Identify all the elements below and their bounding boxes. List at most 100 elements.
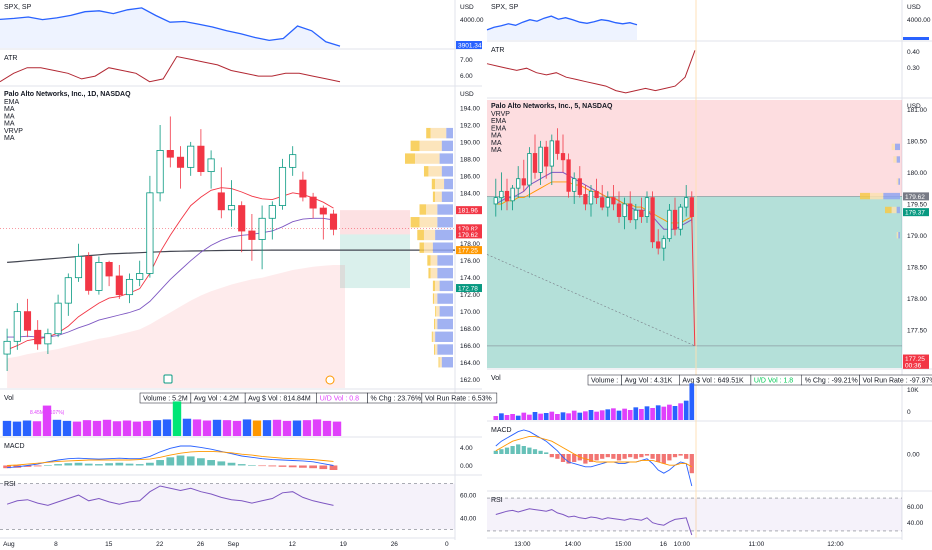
candle-body <box>115 275 123 296</box>
volume-bar <box>332 421 342 436</box>
candle[interactable] <box>64 273 72 316</box>
candle[interactable] <box>268 201 276 240</box>
candle[interactable] <box>309 192 317 219</box>
candle[interactable] <box>299 171 307 202</box>
candle[interactable] <box>549 134 554 186</box>
candle[interactable] <box>600 185 605 211</box>
candle[interactable] <box>493 178 498 217</box>
indicator-legend-item[interactable]: VRVP <box>4 128 23 135</box>
vrvp-segment <box>435 178 445 190</box>
indicator-legend-item[interactable]: EMA <box>491 118 507 125</box>
candle[interactable] <box>146 175 154 278</box>
candle[interactable] <box>278 158 287 210</box>
candle[interactable] <box>197 129 205 176</box>
candle[interactable] <box>616 191 622 223</box>
candle[interactable] <box>560 134 566 173</box>
candle[interactable] <box>650 191 655 249</box>
candle[interactable] <box>594 178 599 204</box>
candle[interactable] <box>566 153 571 198</box>
candle[interactable] <box>516 166 521 198</box>
candle[interactable] <box>644 191 650 223</box>
macd-histogram-bar <box>588 454 594 462</box>
spx-line <box>0 7 341 47</box>
candle[interactable] <box>319 205 327 240</box>
candle[interactable] <box>510 185 515 211</box>
candle[interactable] <box>622 197 627 230</box>
candle[interactable] <box>504 178 510 211</box>
candle[interactable] <box>672 197 678 236</box>
candle[interactable] <box>34 320 42 350</box>
candle[interactable] <box>639 197 644 223</box>
spx-area <box>487 16 637 40</box>
candle[interactable] <box>633 203 638 230</box>
candle[interactable] <box>611 185 616 211</box>
candle[interactable] <box>661 235 666 261</box>
candle[interactable] <box>136 260 144 287</box>
candle[interactable] <box>656 229 661 255</box>
candle[interactable] <box>105 260 113 287</box>
candle[interactable] <box>115 264 123 299</box>
indicator-legend-item[interactable]: MA <box>491 147 502 154</box>
candle[interactable] <box>329 209 338 236</box>
candle[interactable] <box>125 273 134 304</box>
right-chart-pane[interactable]: SPX, SP USD 4000.00 ATR 0.40 0.30 181.00 180.50… <box>486 0 932 548</box>
indicator-legend-item[interactable]: MA <box>4 135 15 142</box>
candle[interactable] <box>74 243 83 282</box>
candle[interactable] <box>248 214 256 261</box>
candle[interactable] <box>538 140 543 186</box>
candle[interactable] <box>258 205 266 270</box>
candle[interactable] <box>667 203 672 242</box>
candle[interactable] <box>217 167 225 219</box>
candle[interactable] <box>678 203 683 236</box>
indicator-legend-item[interactable]: MA <box>4 121 15 128</box>
candle[interactable] <box>187 141 195 176</box>
indicator-legend-item[interactable]: MA <box>4 106 15 113</box>
candle[interactable] <box>207 150 215 189</box>
info-cell-avg-vol: Avg Vol : 4.2M <box>194 396 239 403</box>
dividend-icon[interactable] <box>325 375 335 385</box>
candle[interactable] <box>577 166 582 198</box>
candle[interactable] <box>527 147 532 198</box>
candle[interactable] <box>583 185 588 211</box>
candle[interactable] <box>227 180 236 227</box>
macd-histogram-bar <box>166 457 175 466</box>
candle[interactable] <box>176 146 185 189</box>
candle[interactable] <box>238 201 246 253</box>
indicator-legend-item[interactable]: MA <box>491 133 502 140</box>
candle[interactable] <box>13 303 21 350</box>
price-tag: 00:36 <box>905 362 922 369</box>
candle[interactable] <box>605 191 610 217</box>
candle[interactable] <box>684 185 689 217</box>
candle[interactable] <box>95 256 103 295</box>
indicator-legend-item[interactable]: EMA <box>4 99 20 106</box>
vrvp-segment <box>415 153 440 164</box>
macd-histogram-bar <box>299 465 307 468</box>
candle[interactable] <box>572 172 577 204</box>
indicator-legend-item[interactable]: VRVP <box>491 111 510 118</box>
candle[interactable] <box>156 124 164 202</box>
candle[interactable] <box>521 159 526 192</box>
candle[interactable] <box>3 328 11 372</box>
candle[interactable] <box>555 128 560 160</box>
candle[interactable] <box>588 185 594 217</box>
candle[interactable] <box>166 116 174 168</box>
candle[interactable] <box>544 140 549 179</box>
candle[interactable] <box>532 134 538 179</box>
indicator-legend-item[interactable]: MA <box>4 113 15 120</box>
candle[interactable] <box>628 191 633 223</box>
macd-histogram-bar <box>594 454 599 461</box>
main-y-tick: 178.00 <box>907 296 927 303</box>
candle[interactable] <box>23 298 32 338</box>
candle[interactable] <box>44 328 52 355</box>
earnings-icon[interactable] <box>163 374 173 384</box>
indicator-legend-item[interactable]: MA <box>491 140 502 147</box>
candle[interactable] <box>85 252 93 295</box>
candle[interactable] <box>54 294 62 338</box>
candle[interactable] <box>499 172 504 211</box>
candle[interactable] <box>289 146 297 176</box>
indicator-legend-item[interactable]: EMA <box>491 125 507 132</box>
short-position-target-zone <box>340 234 410 289</box>
volume-bar <box>678 403 683 420</box>
